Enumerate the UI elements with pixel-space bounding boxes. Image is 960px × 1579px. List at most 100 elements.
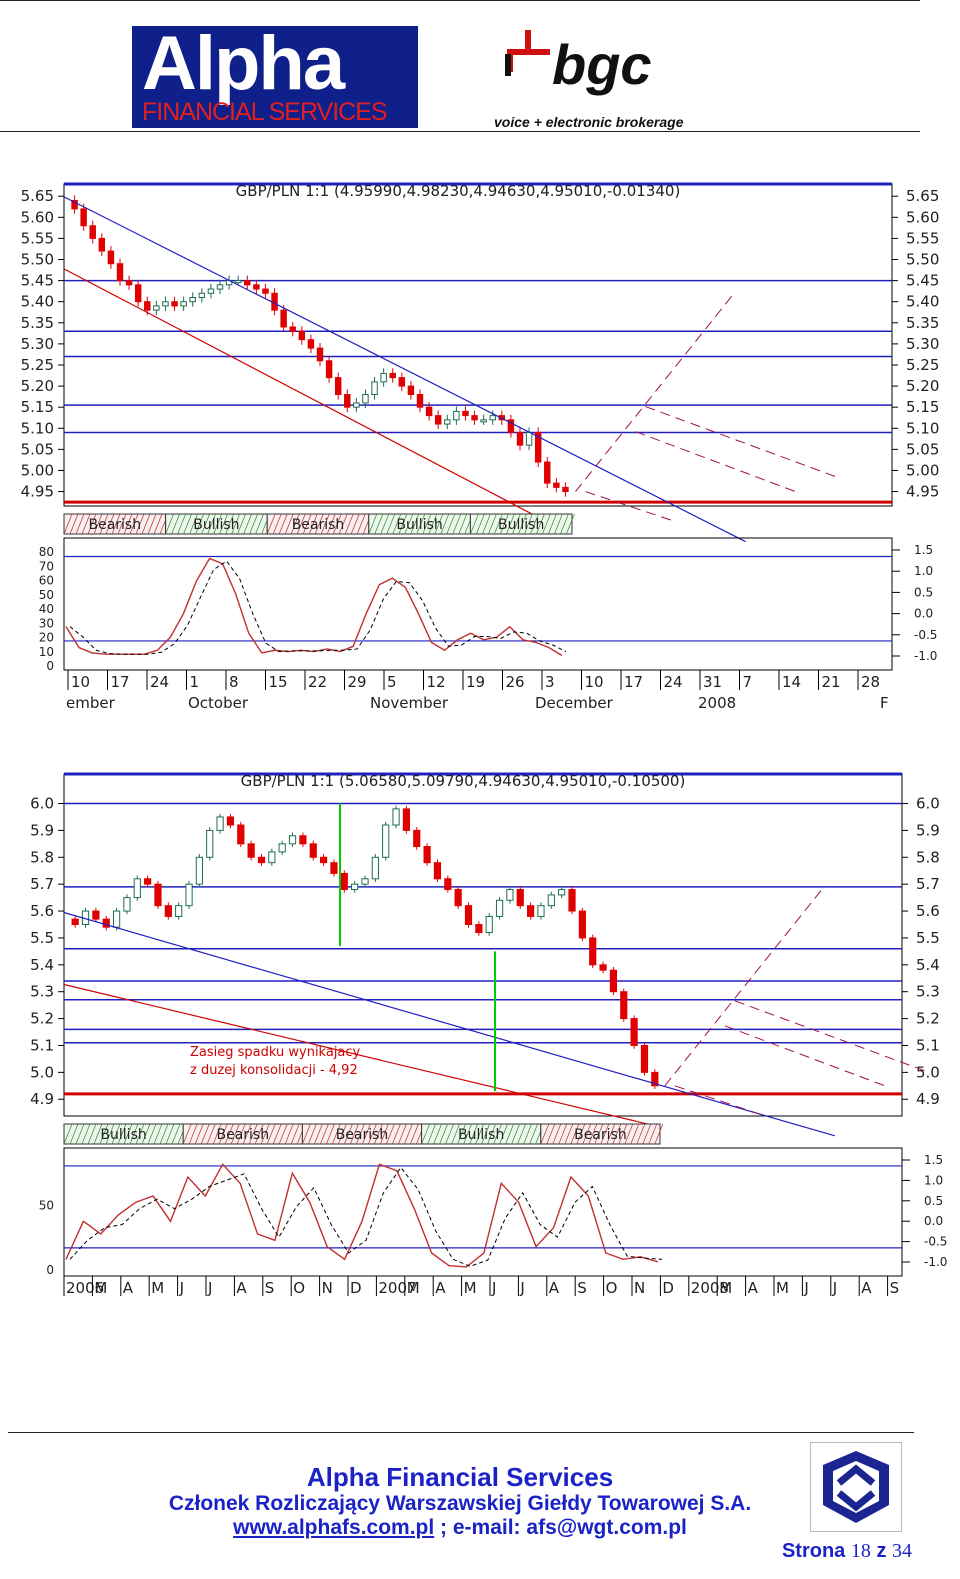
oscillator-panel-frame (63, 1147, 903, 1277)
sentiment-hatch (320, 1123, 329, 1145)
y-tick-label-right: 5.45 (906, 272, 939, 290)
oscillator-tick-right: 0.0 (924, 1214, 943, 1228)
oscillator-tick-left: 50 (39, 588, 54, 602)
sentiment-hatch (314, 513, 324, 535)
projection-up-dashed (664, 885, 826, 1087)
bear-candle (620, 991, 628, 1020)
bear-candle (319, 856, 328, 864)
x-day-label: 1 (190, 673, 200, 691)
sentiment-hatch (511, 1123, 520, 1145)
price-panel-frame (63, 183, 893, 507)
sentiment-hatch (200, 1123, 210, 1145)
sentiment-hatch (439, 1123, 448, 1145)
page-number: Strona 18 z 34 (782, 1540, 912, 1563)
footer-company: Alpha Financial Services (306, 1462, 614, 1492)
y-tick-label-left: 5.55 (21, 229, 54, 247)
sentiment-hatch (243, 513, 252, 535)
sentiment-hatch (463, 1123, 472, 1145)
email-link[interactable]: afs@wgt.com.pl (526, 1516, 687, 1539)
bull-candle (112, 910, 121, 928)
sentiment-hatch (266, 1123, 276, 1145)
x-label: 2007 (378, 1279, 416, 1297)
sentiment-hatch (135, 1123, 145, 1145)
y-tick-label-left: 5.00 (21, 461, 54, 479)
sentiment-hatch (600, 1123, 610, 1145)
sentiment-hatch (350, 513, 360, 535)
sentiment-hatch (630, 1123, 640, 1145)
bull-candle (216, 284, 224, 290)
x-label: J (491, 1279, 496, 1297)
y-tick-label-left: 4.95 (21, 483, 54, 501)
sentiment-hatch (93, 1123, 103, 1145)
sentiment-hatch (69, 1123, 79, 1145)
x-label: 2008 (691, 1279, 729, 1297)
y-tick-label-left: 4.9 (30, 1090, 54, 1108)
bear-candle (464, 905, 473, 925)
y-tick-label-right: 5.2 (916, 1010, 940, 1028)
sentiment-hatch (356, 1123, 365, 1145)
sentiment-hatch (618, 1123, 628, 1145)
x-day-label: 29 (348, 673, 367, 691)
bear-candle (589, 937, 597, 966)
y-tick-label-right: 4.9 (916, 1090, 940, 1108)
sentiment-label: Bearish (88, 517, 141, 533)
sentiment-hatch (111, 1123, 121, 1145)
sentiment-hatch (117, 513, 127, 535)
sentiment-hatch (494, 513, 503, 535)
sentiment-label: Bearish (336, 1127, 389, 1143)
bear-candle (562, 486, 569, 493)
page-current: 18 (850, 1540, 871, 1562)
bear-candle (89, 225, 96, 239)
sentiment-hatch (165, 1123, 175, 1145)
bear-candle (609, 969, 618, 993)
bull-candle (234, 280, 242, 284)
sentiment-hatch (87, 1123, 97, 1145)
sentiment-hatch (570, 1123, 580, 1145)
sentiment-hatch (290, 513, 300, 535)
sentiment-hatch (344, 513, 354, 535)
sentiment-label: Bullish (100, 1127, 146, 1143)
x-day-label: 7 (743, 673, 753, 691)
page-total: 34 (892, 1540, 912, 1562)
sentiment-hatch (368, 513, 378, 535)
trend-channel-upper (63, 196, 746, 543)
footer-member-line: Członek Rozliczający Warszawskiej Giełdy… (168, 1492, 752, 1515)
x-label: A (236, 1279, 247, 1297)
bear-candle (257, 856, 266, 864)
bear-candle (454, 889, 462, 907)
bull-candle (268, 851, 276, 864)
sentiment-hatch (236, 1123, 246, 1145)
sentiment-hatch (231, 513, 240, 535)
sentiment-hatch (242, 1123, 252, 1145)
oscillator-tick-right: 1.0 (924, 1173, 943, 1187)
sentiment-hatch (493, 1123, 502, 1145)
y-tick-label-right: 5.55 (906, 229, 939, 247)
sentiment-hatch (594, 1123, 604, 1145)
sentiment-hatch (422, 513, 432, 535)
x-label: J (519, 1279, 524, 1297)
bear-candle (307, 339, 315, 349)
sentiment-hatch (302, 1123, 311, 1145)
bear-candle (164, 905, 172, 917)
sentiment-hatch (386, 1123, 395, 1145)
projection-mid-dashed (724, 1025, 886, 1087)
website-link[interactable]: www.alphafs.com.pl (233, 1516, 435, 1539)
projection-top-dashed (645, 406, 836, 478)
sentiment-hatch (499, 1123, 508, 1145)
bear-candle (599, 964, 607, 971)
y-tick-label-right: 5.30 (906, 335, 939, 353)
y-tick-label-left: 5.25 (21, 356, 54, 374)
bear-candle (262, 288, 269, 294)
y-tick-label-right: 4.95 (906, 483, 939, 501)
oscillator-tick-left: 30 (39, 616, 54, 630)
y-tick-label-right: 5.40 (906, 293, 939, 311)
sentiment-hatch (350, 1123, 359, 1145)
footer-rule (8, 1432, 914, 1433)
sentiment-hatch (530, 513, 539, 535)
oscillator-tick-left: 10 (39, 645, 54, 659)
bull-candle (216, 816, 224, 831)
x-label: M (407, 1279, 420, 1297)
sentiment-hatch (249, 513, 258, 535)
sentiment-hatch (230, 1123, 240, 1145)
y-tick-label-right: 5.10 (906, 419, 939, 437)
